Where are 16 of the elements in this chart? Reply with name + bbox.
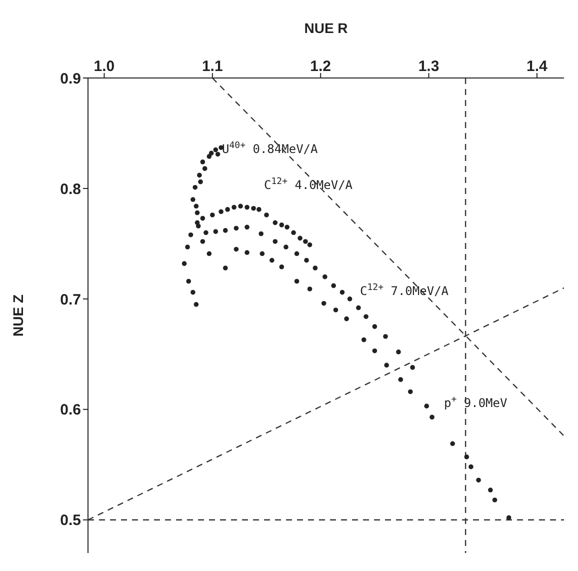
x-tick-label: 1.1 <box>202 58 223 75</box>
y-tick-label: 0.9 <box>60 70 81 88</box>
x-tick-label: 1.0 <box>94 58 115 75</box>
x-tick-label: 1.4 <box>526 58 548 75</box>
annotation: p$^{+}$ 9.0MeV <box>444 395 508 410</box>
annotation: C$^{12+}$ 7.0MeV/A <box>360 283 450 298</box>
x-tick-label: 1.2 <box>310 58 332 75</box>
annotation: C$^{12+}$ 4.0MeV/A <box>264 177 354 192</box>
x-axis-title: NUE R <box>303 20 349 36</box>
y-tick-label: 0.7 <box>60 291 81 308</box>
x-tick-label: 1.3 <box>418 58 440 75</box>
y-tick-label: 0.5 <box>60 512 81 530</box>
annotation: U$^{40+}$ 0.84MeV/A <box>222 141 319 156</box>
y-tick-label: 0.6 <box>60 402 81 419</box>
y-axis-title: NUE Z <box>10 294 26 336</box>
y-tick-label: 0.8 <box>60 180 81 198</box>
